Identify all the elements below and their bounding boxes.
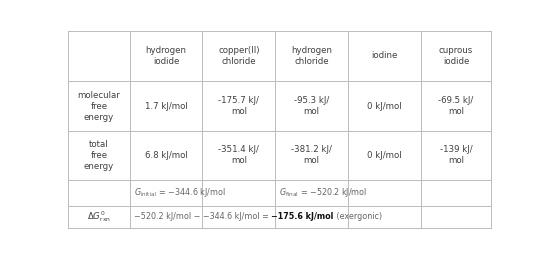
Text: -95.3 kJ/
mol: -95.3 kJ/ mol [294, 96, 329, 116]
Text: $\Delta G^0_{\mathrm{rxn}}$: $\Delta G^0_{\mathrm{rxn}}$ [87, 210, 111, 225]
Text: total
free
energy: total free energy [84, 140, 114, 171]
Text: -381.2 kJ/
mol: -381.2 kJ/ mol [291, 145, 332, 165]
Text: copper(II)
chloride: copper(II) chloride [218, 46, 259, 66]
Text: 0 kJ/mol: 0 kJ/mol [367, 151, 402, 160]
Text: -175.7 kJ/
mol: -175.7 kJ/ mol [218, 96, 259, 116]
Text: $G_{\mathrm{final}}$ = −520.2 kJ/mol: $G_{\mathrm{final}}$ = −520.2 kJ/mol [280, 186, 367, 199]
Text: -69.5 kJ/
mol: -69.5 kJ/ mol [438, 96, 474, 116]
Text: hydrogen
chloride: hydrogen chloride [291, 46, 332, 66]
Text: 0 kJ/mol: 0 kJ/mol [367, 102, 402, 111]
Text: 6.8 kJ/mol: 6.8 kJ/mol [145, 151, 187, 160]
Text: hydrogen
iodide: hydrogen iodide [145, 46, 187, 66]
Text: (exergonic): (exergonic) [334, 212, 382, 221]
Text: 1.7 kJ/mol: 1.7 kJ/mol [145, 102, 187, 111]
Text: cuprous
iodide: cuprous iodide [439, 46, 473, 66]
Text: −520.2 kJ/mol − −344.6 kJ/mol =: −520.2 kJ/mol − −344.6 kJ/mol = [134, 212, 271, 221]
Text: iodine: iodine [371, 51, 397, 60]
Text: -139 kJ/
mol: -139 kJ/ mol [440, 145, 472, 165]
Text: -351.4 kJ/
mol: -351.4 kJ/ mol [218, 145, 259, 165]
Text: molecular
free
energy: molecular free energy [78, 91, 120, 122]
Text: $G_{\mathrm{initial}}$ = −344.6 kJ/mol: $G_{\mathrm{initial}}$ = −344.6 kJ/mol [134, 186, 225, 199]
Text: −175.6 kJ/mol: −175.6 kJ/mol [271, 212, 334, 221]
